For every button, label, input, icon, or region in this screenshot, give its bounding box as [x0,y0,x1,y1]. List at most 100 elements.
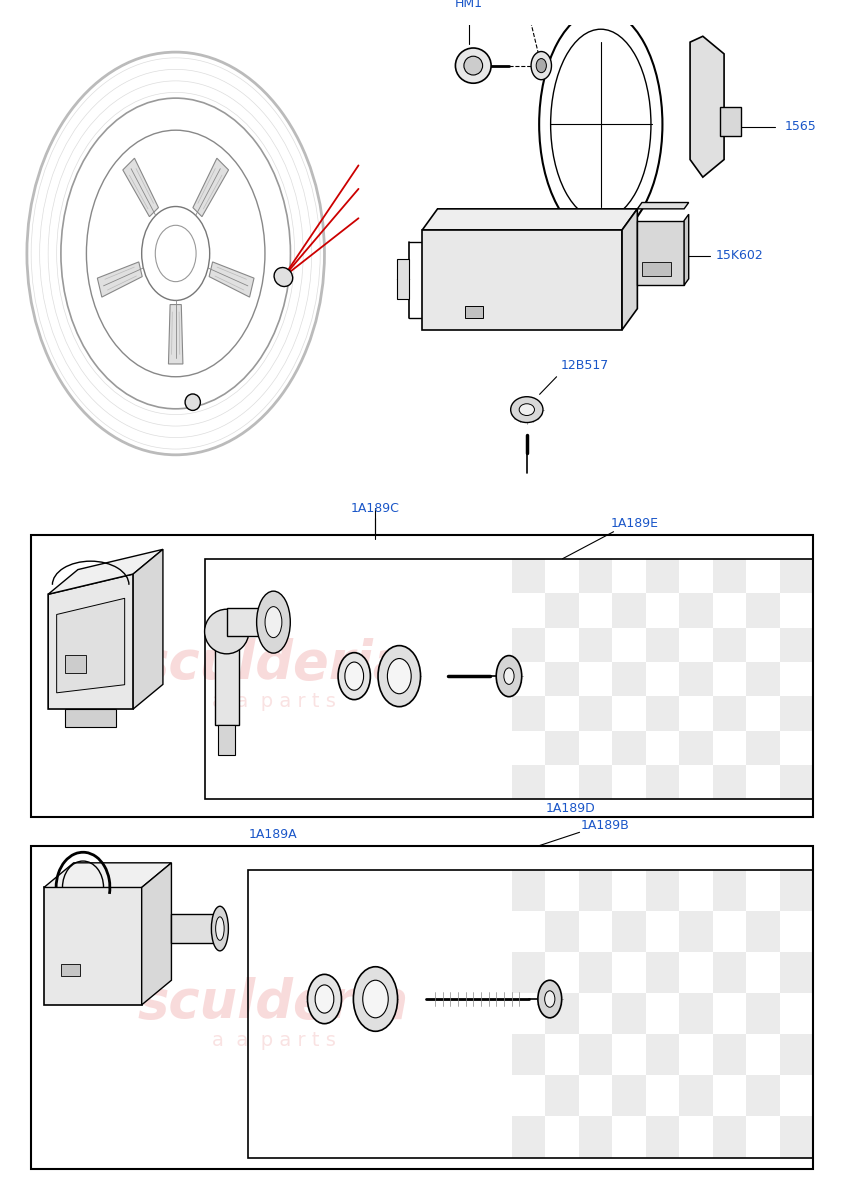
Polygon shape [48,574,133,709]
Polygon shape [422,230,621,330]
Bar [511,952,544,994]
Bar [227,608,273,636]
Ellipse shape [314,985,333,1013]
Ellipse shape [519,403,534,415]
Bar [544,593,578,628]
Bar [544,994,578,1034]
Bar [612,662,645,696]
Polygon shape [683,215,688,286]
Bar [678,994,712,1034]
Ellipse shape [265,607,281,637]
Ellipse shape [510,397,543,422]
Polygon shape [209,262,254,298]
Bar [678,1075,712,1116]
Bar [746,593,779,628]
Bar [511,1034,544,1075]
Bar [578,766,612,799]
Bar [779,952,813,994]
Bar [32,535,813,817]
Bar [779,1034,813,1075]
Ellipse shape [504,668,514,684]
Bar [578,559,612,593]
Bar [544,662,578,696]
Bar [645,696,678,731]
Bar [779,628,813,662]
Polygon shape [689,36,723,178]
Circle shape [536,59,546,73]
Bar [746,662,779,696]
Bar [678,911,712,952]
Bar [712,870,746,911]
Bar [712,628,746,662]
Ellipse shape [307,974,341,1024]
Bar [511,696,544,731]
Bar [612,1075,645,1116]
Polygon shape [621,209,636,330]
Bar [396,259,409,299]
Polygon shape [123,158,158,217]
Polygon shape [48,550,163,594]
Polygon shape [215,631,239,726]
Polygon shape [193,158,228,217]
Text: 15K602: 15K602 [715,250,763,263]
Bar [612,593,645,628]
Bar [544,1075,578,1116]
Bar [612,994,645,1034]
Text: 1A189C: 1A189C [351,502,400,515]
Bar [779,1116,813,1158]
Bar [712,559,746,593]
Bar [645,766,678,799]
Bar [779,766,813,799]
Bar [746,1075,779,1116]
Text: 1A189E: 1A189E [610,517,658,530]
Bar [511,559,544,593]
Polygon shape [636,203,688,209]
Bar [712,952,746,994]
Bar [578,628,612,662]
Bar [60,964,79,976]
Bar [645,628,678,662]
Ellipse shape [344,662,363,690]
Text: sculderia: sculderia [137,638,409,690]
Ellipse shape [211,906,228,950]
Text: 1565: 1565 [784,120,815,133]
Bar [719,107,740,136]
Ellipse shape [455,48,491,83]
Ellipse shape [273,268,292,287]
Bar [578,696,612,731]
Ellipse shape [496,655,521,697]
Bar [511,628,544,662]
Bar [578,1116,612,1158]
Bar [612,731,645,766]
Ellipse shape [362,980,388,1018]
Bar [712,1116,746,1158]
Text: 1A189A: 1A189A [249,828,297,841]
Bar [32,846,813,1169]
Bar [464,306,483,318]
Text: a  a  p a r t s: a a p a r t s [211,692,335,712]
Bar [248,870,813,1158]
Bar [779,696,813,731]
Bar [544,911,578,952]
Polygon shape [141,863,171,1004]
Bar [712,766,746,799]
Bar [645,559,678,593]
Bar [205,559,813,799]
Bar [65,655,86,673]
Bar [612,911,645,952]
Ellipse shape [185,394,200,410]
Text: sculderia: sculderia [137,977,409,1028]
Bar [578,952,612,994]
Bar [746,731,779,766]
Bar [712,1034,746,1075]
Polygon shape [168,305,182,364]
Bar [578,1034,612,1075]
Bar [645,1116,678,1158]
Text: 1A189D: 1A189D [545,803,596,815]
Text: HM1: HM1 [454,0,482,10]
Bar [511,870,544,911]
Ellipse shape [387,659,411,694]
Bar [645,1034,678,1075]
Ellipse shape [463,56,482,76]
Bar [645,952,678,994]
